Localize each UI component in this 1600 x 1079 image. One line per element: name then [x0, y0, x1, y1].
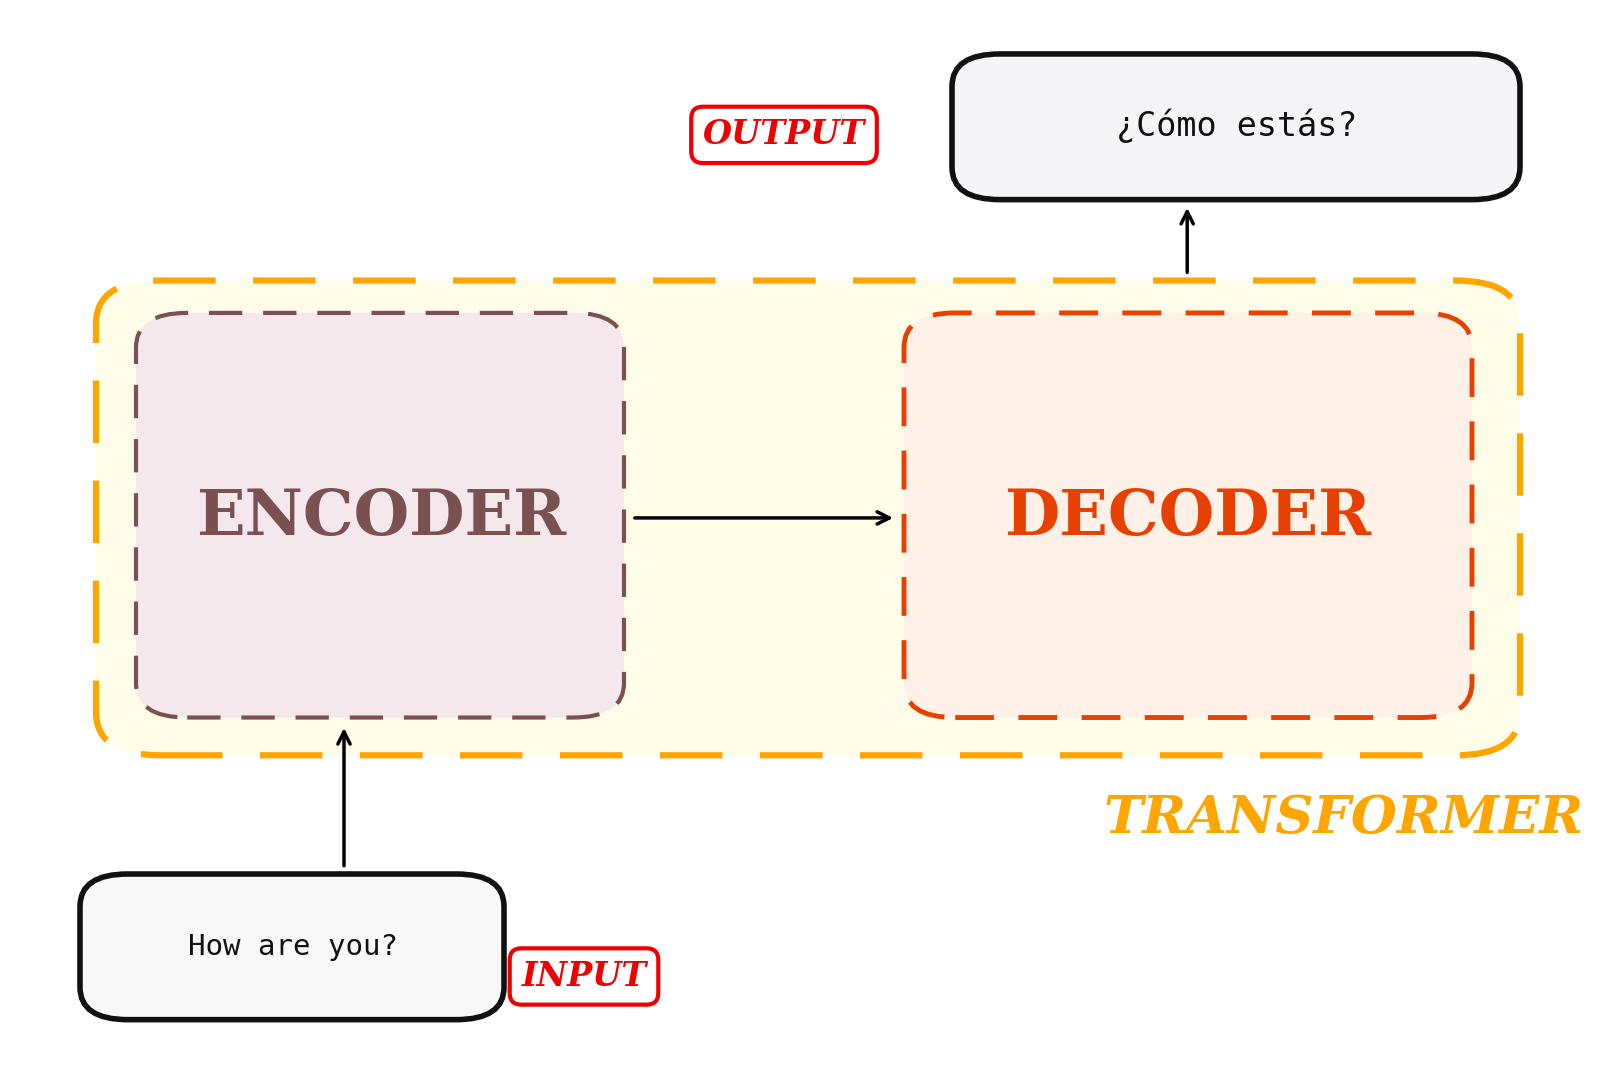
Text: ¿Cómo estás?: ¿Cómo estás?	[1117, 109, 1357, 144]
FancyBboxPatch shape	[904, 313, 1472, 718]
Text: OUTPUT: OUTPUT	[702, 119, 866, 151]
Text: How are you?: How are you?	[187, 933, 398, 961]
FancyBboxPatch shape	[952, 54, 1520, 200]
Text: ENCODER: ENCODER	[195, 488, 566, 548]
FancyBboxPatch shape	[80, 874, 504, 1020]
Text: INPUT: INPUT	[522, 960, 646, 993]
Text: DECODER: DECODER	[1003, 488, 1371, 548]
Text: TRANSFORMER: TRANSFORMER	[1104, 793, 1584, 844]
FancyBboxPatch shape	[136, 313, 624, 718]
FancyBboxPatch shape	[96, 281, 1520, 755]
